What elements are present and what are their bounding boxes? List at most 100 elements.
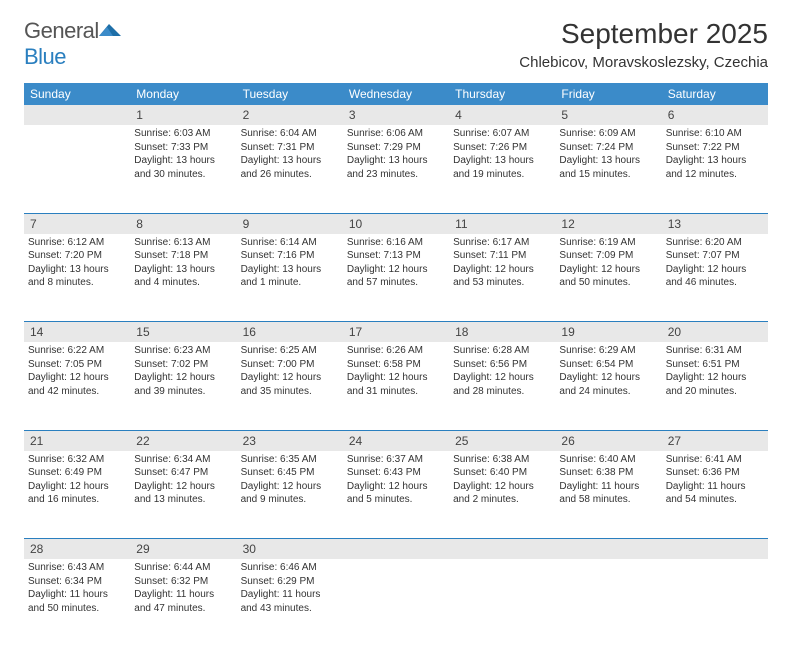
day-cell: Sunrise: 6:34 AMSunset: 6:47 PMDaylight:…	[130, 451, 236, 539]
day-content-row: Sunrise: 6:03 AMSunset: 7:33 PMDaylight:…	[24, 125, 768, 213]
logo-general: General	[24, 18, 99, 43]
sunset-text: Sunset: 7:29 PM	[347, 141, 445, 155]
day-cell: Sunrise: 6:32 AMSunset: 6:49 PMDaylight:…	[24, 451, 130, 539]
location: Chlebicov, Moravskoslezsky, Czechia	[519, 54, 768, 71]
sunset-text: Sunset: 6:32 PM	[134, 575, 232, 589]
weekday-header: Wednesday	[343, 83, 449, 105]
sunset-text: Sunset: 6:51 PM	[666, 358, 764, 372]
day-cell: Sunrise: 6:26 AMSunset: 6:58 PMDaylight:…	[343, 342, 449, 430]
sunset-text: Sunset: 7:05 PM	[28, 358, 126, 372]
day-number: 16	[237, 322, 343, 343]
day-cell: Sunrise: 6:19 AMSunset: 7:09 PMDaylight:…	[555, 234, 661, 322]
sunrise-text: Sunrise: 6:28 AM	[453, 344, 551, 358]
sunrise-text: Sunrise: 6:46 AM	[241, 561, 339, 575]
day-cell: Sunrise: 6:20 AMSunset: 7:07 PMDaylight:…	[662, 234, 768, 322]
day-cell: Sunrise: 6:44 AMSunset: 6:32 PMDaylight:…	[130, 559, 236, 647]
day-cell: Sunrise: 6:43 AMSunset: 6:34 PMDaylight:…	[24, 559, 130, 647]
dl2-text: and 47 minutes.	[134, 602, 232, 616]
day-number: 1	[130, 105, 236, 125]
sunrise-text: Sunrise: 6:41 AM	[666, 453, 764, 467]
dl1-text: Daylight: 12 hours	[241, 371, 339, 385]
day-number: 3	[343, 105, 449, 125]
weekday-header: Monday	[130, 83, 236, 105]
day-cell: Sunrise: 6:09 AMSunset: 7:24 PMDaylight:…	[555, 125, 661, 213]
dl2-text: and 8 minutes.	[28, 276, 126, 290]
day-number: 12	[555, 213, 661, 234]
dl1-text: Daylight: 12 hours	[666, 371, 764, 385]
dl2-text: and 4 minutes.	[134, 276, 232, 290]
sunset-text: Sunset: 7:13 PM	[347, 249, 445, 263]
sunrise-text: Sunrise: 6:35 AM	[241, 453, 339, 467]
day-cell	[449, 559, 555, 647]
day-number-row: 78910111213	[24, 213, 768, 234]
day-number	[343, 539, 449, 560]
day-number: 26	[555, 430, 661, 451]
sunrise-text: Sunrise: 6:38 AM	[453, 453, 551, 467]
day-cell: Sunrise: 6:06 AMSunset: 7:29 PMDaylight:…	[343, 125, 449, 213]
day-cell	[662, 559, 768, 647]
sunrise-text: Sunrise: 6:44 AM	[134, 561, 232, 575]
day-cell: Sunrise: 6:10 AMSunset: 7:22 PMDaylight:…	[662, 125, 768, 213]
day-cell: Sunrise: 6:16 AMSunset: 7:13 PMDaylight:…	[343, 234, 449, 322]
day-number: 25	[449, 430, 555, 451]
day-cell: Sunrise: 6:12 AMSunset: 7:20 PMDaylight:…	[24, 234, 130, 322]
dl2-text: and 16 minutes.	[28, 493, 126, 507]
sunrise-text: Sunrise: 6:13 AM	[134, 236, 232, 250]
dl2-text: and 23 minutes.	[347, 168, 445, 182]
day-cell: Sunrise: 6:29 AMSunset: 6:54 PMDaylight:…	[555, 342, 661, 430]
dl2-text: and 35 minutes.	[241, 385, 339, 399]
dl2-text: and 42 minutes.	[28, 385, 126, 399]
day-number: 8	[130, 213, 236, 234]
sunset-text: Sunset: 7:16 PM	[241, 249, 339, 263]
day-cell: Sunrise: 6:40 AMSunset: 6:38 PMDaylight:…	[555, 451, 661, 539]
dl2-text: and 26 minutes.	[241, 168, 339, 182]
day-number: 27	[662, 430, 768, 451]
logo-text: General Blue	[24, 18, 121, 70]
day-number: 28	[24, 539, 130, 560]
dl1-text: Daylight: 13 hours	[666, 154, 764, 168]
day-cell: Sunrise: 6:04 AMSunset: 7:31 PMDaylight:…	[237, 125, 343, 213]
dl1-text: Daylight: 12 hours	[347, 371, 445, 385]
day-number: 29	[130, 539, 236, 560]
dl1-text: Daylight: 11 hours	[666, 480, 764, 494]
sunset-text: Sunset: 6:54 PM	[559, 358, 657, 372]
dl2-text: and 2 minutes.	[453, 493, 551, 507]
day-number: 2	[237, 105, 343, 125]
sunset-text: Sunset: 6:56 PM	[453, 358, 551, 372]
sunrise-text: Sunrise: 6:43 AM	[28, 561, 126, 575]
dl1-text: Daylight: 11 hours	[559, 480, 657, 494]
dl2-text: and 46 minutes.	[666, 276, 764, 290]
dl2-text: and 30 minutes.	[134, 168, 232, 182]
day-number: 24	[343, 430, 449, 451]
day-cell: Sunrise: 6:35 AMSunset: 6:45 PMDaylight:…	[237, 451, 343, 539]
day-content-row: Sunrise: 6:43 AMSunset: 6:34 PMDaylight:…	[24, 559, 768, 647]
day-cell: Sunrise: 6:17 AMSunset: 7:11 PMDaylight:…	[449, 234, 555, 322]
day-number: 9	[237, 213, 343, 234]
dl1-text: Daylight: 12 hours	[559, 371, 657, 385]
day-number: 18	[449, 322, 555, 343]
day-cell: Sunrise: 6:22 AMSunset: 7:05 PMDaylight:…	[24, 342, 130, 430]
dl2-text: and 9 minutes.	[241, 493, 339, 507]
sunset-text: Sunset: 7:26 PM	[453, 141, 551, 155]
dl1-text: Daylight: 12 hours	[453, 480, 551, 494]
sunset-text: Sunset: 6:36 PM	[666, 466, 764, 480]
sunrise-text: Sunrise: 6:04 AM	[241, 127, 339, 141]
sunrise-text: Sunrise: 6:25 AM	[241, 344, 339, 358]
sunrise-text: Sunrise: 6:26 AM	[347, 344, 445, 358]
day-cell: Sunrise: 6:38 AMSunset: 6:40 PMDaylight:…	[449, 451, 555, 539]
day-cell: Sunrise: 6:41 AMSunset: 6:36 PMDaylight:…	[662, 451, 768, 539]
sunset-text: Sunset: 7:00 PM	[241, 358, 339, 372]
dl1-text: Daylight: 12 hours	[453, 371, 551, 385]
header: General Blue September 2025 Chlebicov, M…	[24, 18, 768, 71]
day-cell: Sunrise: 6:25 AMSunset: 7:00 PMDaylight:…	[237, 342, 343, 430]
sunset-text: Sunset: 6:47 PM	[134, 466, 232, 480]
dl1-text: Daylight: 11 hours	[241, 588, 339, 602]
logo: General Blue	[24, 18, 121, 70]
weekday-header: Friday	[555, 83, 661, 105]
sunset-text: Sunset: 7:33 PM	[134, 141, 232, 155]
day-number: 14	[24, 322, 130, 343]
day-cell: Sunrise: 6:13 AMSunset: 7:18 PMDaylight:…	[130, 234, 236, 322]
day-cell: Sunrise: 6:31 AMSunset: 6:51 PMDaylight:…	[662, 342, 768, 430]
sunrise-text: Sunrise: 6:16 AM	[347, 236, 445, 250]
day-number-row: 282930	[24, 539, 768, 560]
